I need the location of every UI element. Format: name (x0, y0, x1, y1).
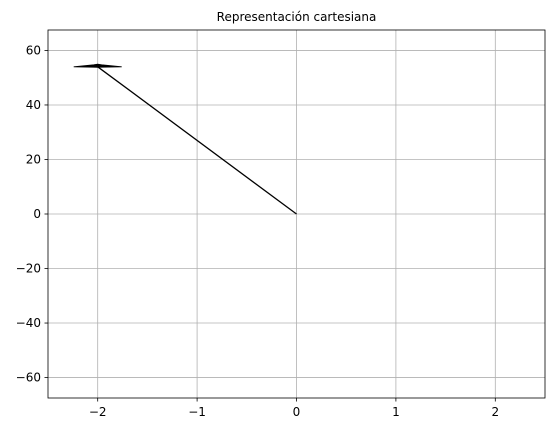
y-tick-label: 20 (26, 152, 41, 166)
x-tick-label: −2 (89, 405, 107, 419)
y-tick-label: 60 (26, 43, 41, 57)
mark-layer (73, 63, 297, 215)
chart-title: Representación cartesiana (217, 10, 377, 24)
y-tick-label: 0 (33, 207, 41, 221)
y-tick-label: 40 (26, 98, 41, 112)
x-tick-label: 0 (293, 405, 301, 419)
arrow-head (73, 63, 122, 68)
x-tick-label: 1 (392, 405, 400, 419)
y-tick-label: −40 (16, 316, 41, 330)
y-tick-label: −20 (16, 262, 41, 276)
tick-layer: −2 −1 0 1 2 −60 −40 −20 0 20 40 60 (16, 43, 499, 419)
x-tick-label: −1 (188, 405, 206, 419)
arrow-shaft (97, 66, 297, 215)
y-tick-label: −60 (16, 371, 41, 385)
x-tick-label: 2 (491, 405, 499, 419)
